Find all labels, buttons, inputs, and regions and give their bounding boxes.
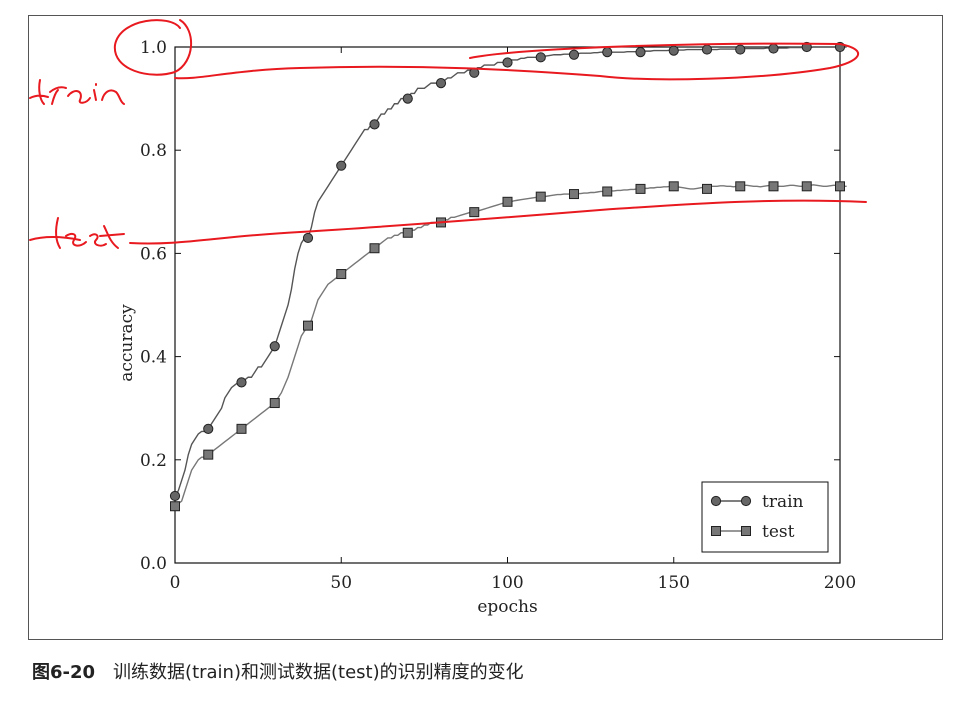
series-train-line xyxy=(174,46,847,497)
series-train-point xyxy=(336,160,347,171)
legend-marker-train xyxy=(740,495,752,507)
series-train-point xyxy=(302,232,314,244)
circle-around-tick-icon xyxy=(113,19,193,76)
series-train-point xyxy=(602,47,613,58)
caption-text: 训练数据(train)和测试数据(test)的识别精度的变化 xyxy=(113,662,524,683)
series-test-point xyxy=(768,181,779,192)
series-train-point xyxy=(402,93,413,104)
series-test-point xyxy=(469,207,480,218)
handwritten-train-label-icon xyxy=(29,79,125,105)
series-test-point xyxy=(835,181,845,192)
series-train-point xyxy=(701,44,713,55)
series-test-group xyxy=(170,181,847,512)
series-test-point xyxy=(502,196,513,207)
series-train-point xyxy=(768,43,779,54)
series-train-point xyxy=(568,49,580,60)
series-test-point xyxy=(236,423,247,434)
series-train-point xyxy=(369,119,380,130)
series-train-point xyxy=(635,47,646,58)
legend-marker-test xyxy=(741,526,751,536)
series-test-point xyxy=(801,181,812,192)
series-test-point xyxy=(735,181,746,192)
series-test-point xyxy=(635,183,646,194)
y-tick-label: 0.8 xyxy=(140,141,167,161)
series-test-point xyxy=(535,191,546,202)
legend-frame xyxy=(701,481,829,553)
x-tick-label: 200 xyxy=(824,573,856,593)
y-tick-label: 0.0 xyxy=(140,554,167,574)
legend-label-train: train xyxy=(762,492,804,512)
series-test-point xyxy=(203,449,214,460)
series-train-point xyxy=(435,78,447,89)
series-train-point xyxy=(236,377,247,388)
y-tick-label: 0.6 xyxy=(140,244,167,264)
series-train-point xyxy=(269,341,280,352)
train-plateau-ellipse-icon xyxy=(174,42,860,81)
x-tick-label: 50 xyxy=(330,573,352,593)
handwritten-annotations xyxy=(29,19,867,249)
series-test-point xyxy=(170,501,180,512)
series-test-point xyxy=(702,183,712,194)
series-train-point xyxy=(169,490,181,502)
accuracy-chart: 0 50 100 150 200 0.0 0.2 0.4 0.6 0.8 1.0 epochs accu… xyxy=(29,19,867,617)
legend-marker-test xyxy=(711,526,721,536)
figure-caption: 图6-20 训练数据(train)和测试数据(test)的识别精度的变化 xyxy=(32,658,524,684)
test-curve-sketch-icon xyxy=(129,199,867,245)
series-train-point xyxy=(668,45,679,56)
series-test-point xyxy=(336,269,347,280)
series-test-point xyxy=(303,320,313,331)
series-test-point xyxy=(269,398,280,409)
x-axis-label: epochs xyxy=(477,597,537,617)
series-train-point xyxy=(502,57,513,68)
series-train-point xyxy=(203,423,214,434)
series-train-point xyxy=(801,41,812,53)
y-tick-label: 0.4 xyxy=(140,348,167,368)
legend-marker-train xyxy=(710,495,722,507)
series-train-point xyxy=(735,44,746,55)
x-tick-label: 150 xyxy=(658,573,690,593)
series-test-point xyxy=(569,189,579,200)
figure-number: 图6-20 xyxy=(32,662,96,683)
x-tick-label: 100 xyxy=(491,573,523,593)
x-tick-label: 0 xyxy=(170,573,181,593)
legend-label-test: test xyxy=(762,522,795,542)
y-axis-label: accuracy xyxy=(117,304,137,382)
series-test-point xyxy=(668,181,679,192)
series-test-point xyxy=(369,243,380,254)
y-tick-label: 1.0 xyxy=(140,38,167,58)
series-train-group xyxy=(169,41,847,502)
y-tick-label: 0.2 xyxy=(140,451,167,471)
legend: train test xyxy=(701,481,829,553)
handwritten-test-label-icon xyxy=(29,217,125,249)
series-train-point xyxy=(535,52,546,63)
series-test-point xyxy=(602,186,613,197)
series-test-point xyxy=(402,227,413,238)
